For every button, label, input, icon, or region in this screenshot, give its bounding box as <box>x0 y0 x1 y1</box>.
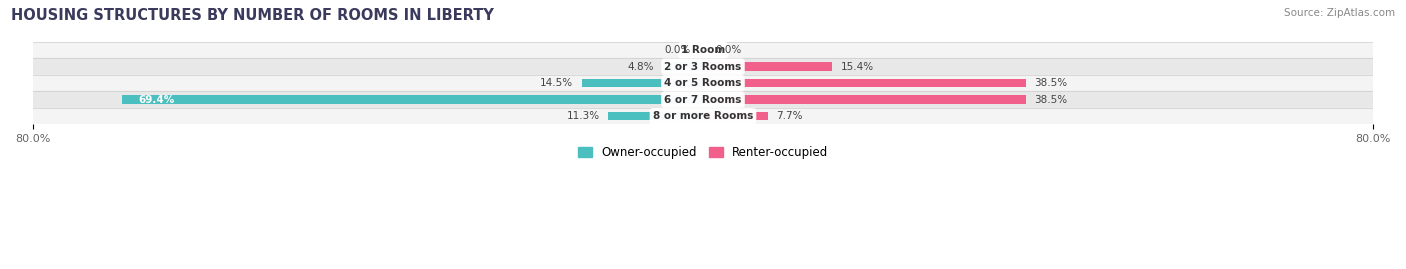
Text: 8 or more Rooms: 8 or more Rooms <box>652 111 754 121</box>
Text: 6 or 7 Rooms: 6 or 7 Rooms <box>664 95 742 105</box>
Text: HOUSING STRUCTURES BY NUMBER OF ROOMS IN LIBERTY: HOUSING STRUCTURES BY NUMBER OF ROOMS IN… <box>11 8 494 23</box>
Bar <box>703 112 768 121</box>
Text: 69.4%: 69.4% <box>138 95 174 105</box>
Text: 15.4%: 15.4% <box>841 62 873 72</box>
Bar <box>32 42 1374 58</box>
Text: 38.5%: 38.5% <box>1033 95 1067 105</box>
Text: 7.7%: 7.7% <box>776 111 803 121</box>
Bar <box>32 58 1374 75</box>
Bar <box>609 112 703 121</box>
Text: 4 or 5 Rooms: 4 or 5 Rooms <box>664 78 742 88</box>
Text: 0.0%: 0.0% <box>664 45 690 55</box>
Text: 4.8%: 4.8% <box>628 62 654 72</box>
Legend: Owner-occupied, Renter-occupied: Owner-occupied, Renter-occupied <box>572 141 834 164</box>
Text: 38.5%: 38.5% <box>1033 78 1067 88</box>
Text: 0.0%: 0.0% <box>716 45 742 55</box>
Bar <box>703 62 832 71</box>
Bar <box>32 108 1374 125</box>
Bar <box>32 75 1374 91</box>
Bar <box>32 91 1374 108</box>
Text: Source: ZipAtlas.com: Source: ZipAtlas.com <box>1284 8 1395 18</box>
Bar <box>703 95 1025 104</box>
Text: 1 Room: 1 Room <box>681 45 725 55</box>
Text: 2 or 3 Rooms: 2 or 3 Rooms <box>665 62 741 72</box>
Bar <box>662 62 703 71</box>
Bar <box>582 79 703 87</box>
Text: 14.5%: 14.5% <box>540 78 574 88</box>
Text: 11.3%: 11.3% <box>567 111 600 121</box>
Bar <box>703 79 1025 87</box>
Bar <box>121 95 703 104</box>
